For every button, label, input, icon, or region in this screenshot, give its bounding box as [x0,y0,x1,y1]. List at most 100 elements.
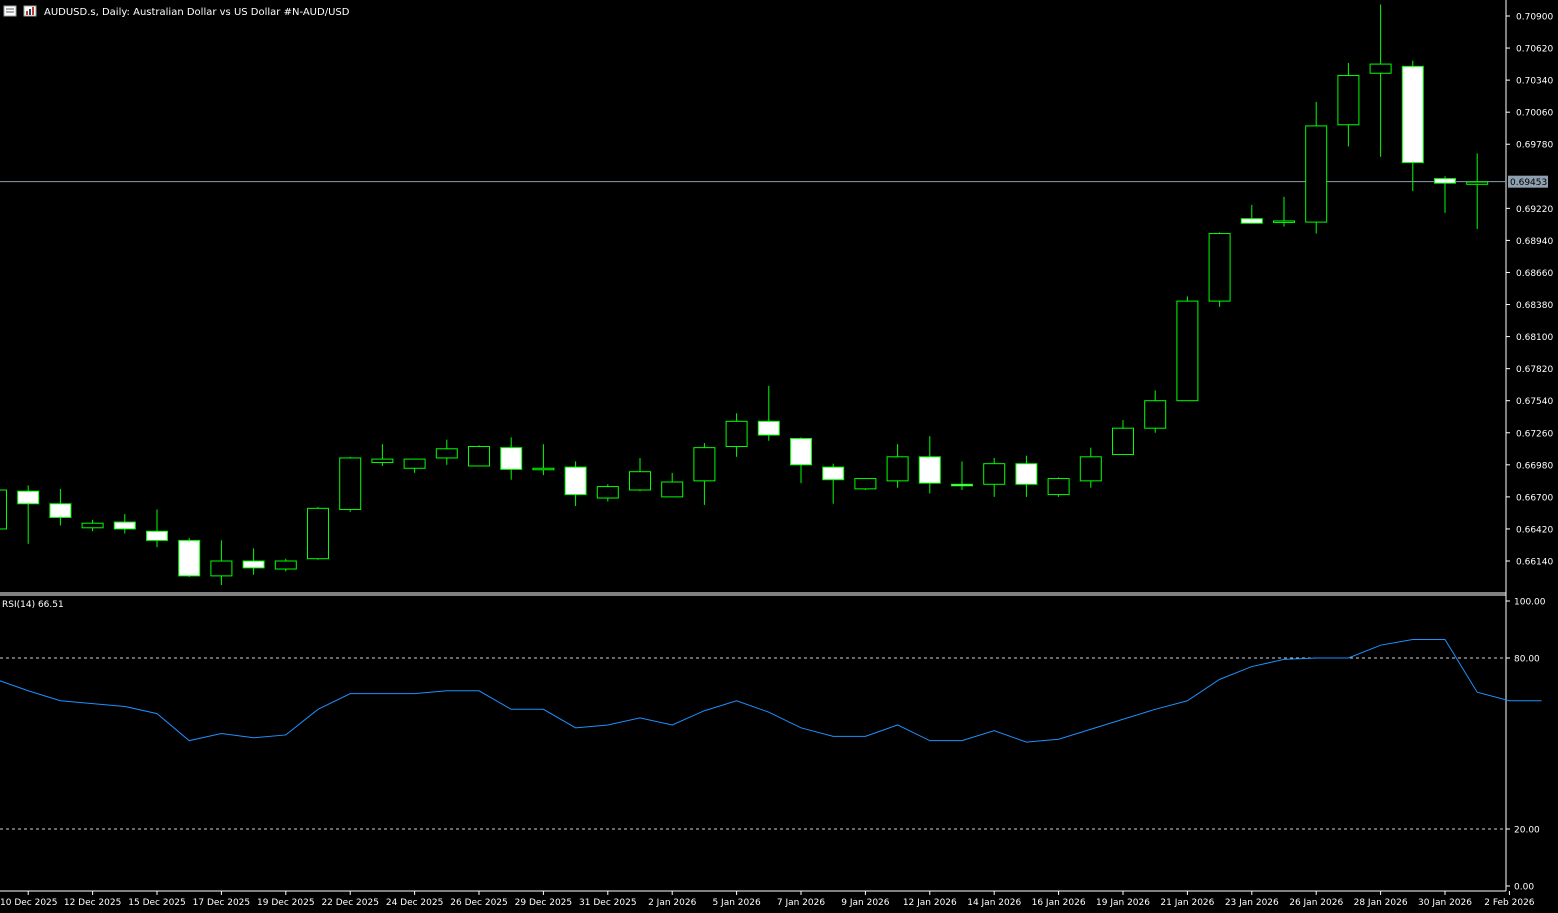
candle [339,456,362,512]
candle-body-up [854,478,877,490]
candle [307,507,329,560]
time-tick-label: 22 Dec 2025 [321,898,379,908]
candle [1240,204,1263,224]
price-tick-label: 0.69220 [1516,205,1553,215]
candle [210,540,233,586]
price-tick-label: 0.68380 [1516,301,1553,311]
price-tick-label: 0.70060 [1516,109,1553,119]
candle [1112,420,1134,456]
rsi-tick-label: 100.00 [1514,598,1546,608]
candle-body-up [81,522,104,529]
time-tick-label: 23 Jan 2026 [1225,898,1279,908]
candle-body-up [307,507,329,560]
candle-body-up [693,447,716,482]
menu-icon[interactable] [3,5,17,17]
candle [629,457,651,492]
candle-body-up [1047,478,1070,496]
candle-body-up [1208,233,1231,302]
price-tick-label: 0.70620 [1516,45,1553,55]
chart-title: AUDUSD.s, Daily: Australian Dollar vs US… [44,7,350,18]
chart-bars-icon[interactable] [23,5,37,17]
candle [532,444,555,476]
candle [242,548,265,575]
candle [403,458,426,473]
candle-body-up [339,457,362,510]
candle-body-up [371,458,394,464]
price-tick-label: 0.67540 [1516,397,1553,407]
time-tick-label: 9 Jan 2026 [841,898,889,908]
time-tick-label: 7 Jan 2026 [777,898,825,908]
time-tick-label: 12 Jan 2026 [903,898,957,908]
candle [146,509,168,548]
candle-body-down [1240,218,1263,224]
candle-body-up [725,420,748,448]
time-tick-label: 26 Dec 2025 [450,898,508,908]
time-tick-label: 16 Jan 2026 [1032,898,1086,908]
time-tick-label: 2 Feb 2026 [1484,898,1535,908]
candle [113,514,136,534]
candle [1369,4,1392,157]
candle [274,558,297,572]
candle [757,385,780,441]
price-tick-label: 0.70340 [1516,77,1553,87]
candle-body-down [500,447,523,470]
candle-body-up [983,463,1006,485]
candle-body-up [1176,300,1199,402]
candle-body-up [629,471,651,491]
candle-body-up [1144,400,1167,429]
candle [49,488,72,526]
rsi-tick-label: 80.00 [1514,655,1540,665]
candle [1466,153,1489,229]
price-tick-label: 0.66420 [1516,525,1553,535]
candles-series [0,4,1489,586]
candle-body-down [790,437,812,466]
candle-body-up [1273,220,1295,223]
candle [725,413,748,457]
time-tick-label: 5 Jan 2026 [712,898,760,908]
price-tick-label: 0.67820 [1516,365,1553,375]
candle [1434,176,1456,213]
price-tick-label: 0.66980 [1516,461,1553,471]
candle [1015,455,1038,497]
rsi-tick-label: 0.00 [1514,883,1534,893]
time-tick-label: 12 Dec 2025 [64,898,122,908]
candle [1305,101,1328,234]
candle [81,519,104,532]
candle-body-down [757,420,780,436]
candle [1208,232,1231,307]
candle-body-up [1466,181,1489,185]
candle [822,463,845,504]
rsi-line [0,638,1542,743]
candle [468,445,490,467]
time-tick-label: 21 Jan 2026 [1160,898,1214,908]
candle [1079,447,1102,488]
pane-frames [0,0,1507,892]
candle-body-up [403,458,426,469]
candle-body-up [1079,456,1102,482]
candle-body-up [210,560,233,577]
candle [500,437,523,480]
candle-body-down [178,539,201,577]
candle-body-down [17,490,40,505]
candle [596,484,619,502]
time-tick-label: 15 Dec 2025 [128,898,186,908]
candle-body-up [274,560,297,570]
candle [435,439,458,465]
candle-body-up [1337,75,1360,126]
candle [371,444,394,466]
price-tick-label: 0.68660 [1516,269,1553,279]
candle-body-down [918,456,941,484]
time-tick-label: 24 Dec 2025 [386,898,444,908]
candle [661,472,684,498]
price-tick-label: 0.69780 [1516,141,1553,151]
candle-body-up [1369,63,1392,74]
price-axis: 0.70900 0.70620 0.70340 0.70060 0.69780 0.692… [1506,13,1553,568]
time-tick-label: 19 Dec 2025 [257,898,315,908]
time-tick-label: 19 Jan 2026 [1096,898,1150,908]
price-tick-label: 0.70900 [1516,13,1553,23]
rsi-tick-label: 20.00 [1514,826,1540,836]
time-tick-label: 30 Jan 2026 [1418,898,1472,908]
candle-body-up [1112,427,1134,456]
